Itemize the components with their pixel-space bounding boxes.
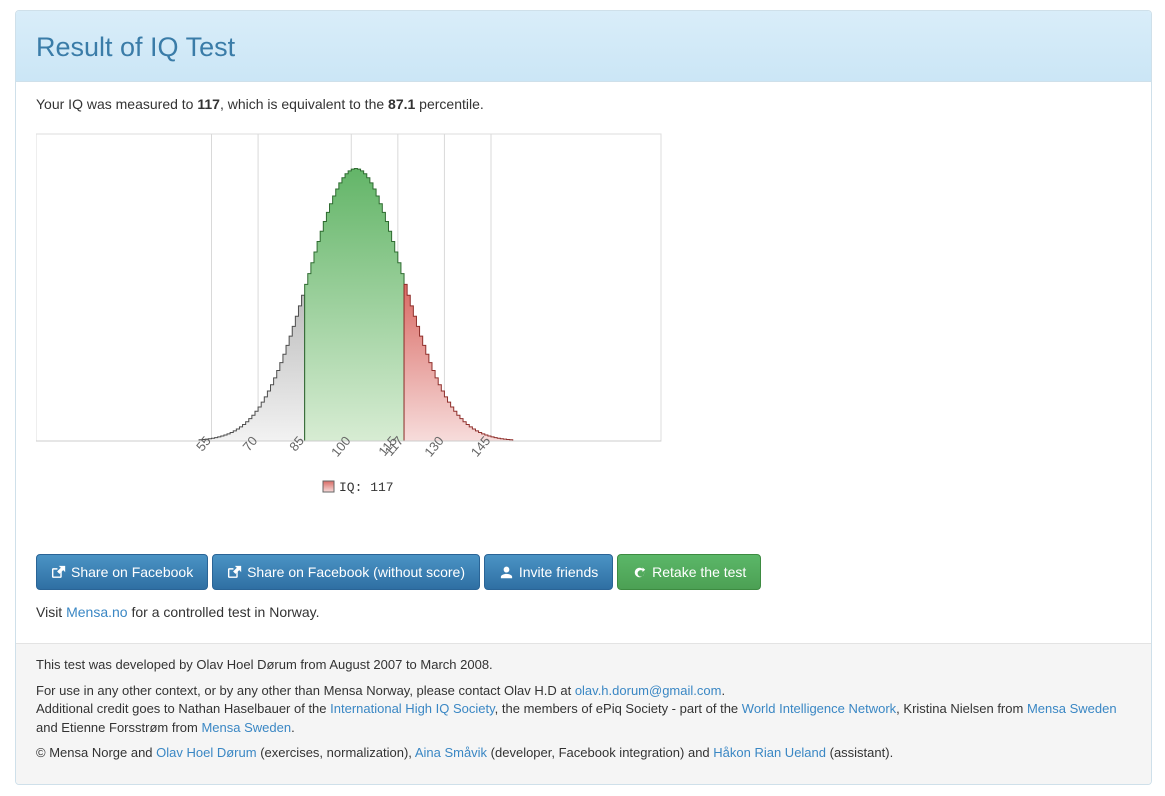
svg-text:IQ: 117: IQ: 117	[339, 480, 394, 495]
